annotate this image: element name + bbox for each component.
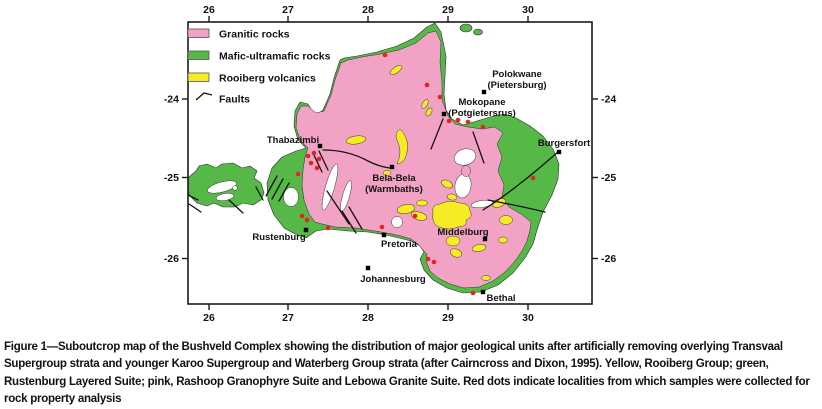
lon-tick-label: 26 [203,312,215,324]
city-label-polokwane: Polokwane [492,69,542,80]
lat-tick-label: -25 [601,172,616,184]
city-label-mokopane: Mokopane [459,97,506,108]
lon-tick-label: 29 [442,4,454,16]
city-markers [303,89,562,295]
axis-ticks [182,16,598,310]
lon-tick-label: 27 [282,312,294,324]
lat-tick-label: -26 [164,253,179,265]
city-label-middelburg: Middelburg [437,227,488,238]
legend-label: Mafic-ultramafic rocks [219,51,331,63]
granitic-unit [295,30,532,289]
sample-localities [295,52,536,296]
city-label-burgersfort: Burgersfort [538,138,591,149]
lat-tick-label: -24 [164,94,179,106]
window-core [461,165,471,177]
rooiberg-swatch [187,72,210,82]
map-frame [187,21,593,305]
caption-line: rock property analysis [4,393,122,406]
city-label-thabazimbi: Thabazimbi [267,135,319,146]
lat-tick-label: -24 [601,94,616,106]
city-label-rustenburg: Rustenburg [252,232,306,243]
legend-item-faults: Faults [195,92,250,106]
lon-tick-label: 29 [442,312,454,324]
lon-tick-label: 28 [362,4,374,16]
legend-label: Faults [219,94,250,106]
legend-item-granitic: Granitic rocks [187,28,290,41]
city-label-bela-bela-alt: (Warmbaths) [365,184,423,195]
axis-labels: 26 27 28 29 30 26 27 28 29 30 -24 -25 -2… [164,4,617,324]
granitic-swatch [187,28,210,38]
legend-item-rooiberg: Rooiberg volcanics [187,72,316,85]
city-label-johannesburg: Johannesburg [360,274,426,285]
lon-tick-label: 30 [522,4,534,16]
lon-tick-label: 27 [282,4,294,16]
rooiberg-patches [345,65,513,281]
lat-tick-label: -25 [164,172,179,184]
lon-tick-label: 30 [522,312,534,324]
city-labels: Thabazimbi Polokwane (Pietersburg) Mokop… [252,69,591,304]
caption-line: Figure 1—Suboutcrop map of the Bushveld … [4,341,783,353]
caption-line: Supergroup strata and younger Karoo Supe… [4,358,769,371]
figure-caption: Figure 1—Suboutcrop map of the Bushveld … [4,339,818,409]
caption-line: Rustenburg Layered Suite; pink, Rashoop … [4,375,810,388]
city-label-mokopane-alt: (Potgietersrus) [448,108,516,119]
fault-symbol [195,92,213,101]
lat-tick-label: -26 [601,253,616,265]
city-label-pretoria: Pretoria [381,239,418,250]
lon-tick-label: 26 [203,4,215,16]
geology-layers [188,22,560,296]
legend-label: Granitic rocks [219,29,290,41]
cover-window-circle [391,216,403,228]
city-label-polokwane-alt: (Pietersburg) [487,80,546,91]
bushveld-suboutcrop-map: 26 27 28 29 30 26 27 28 29 30 -24 -25 -2… [164,4,617,324]
legend-item-mafic: Mafic-ultramafic rocks [187,50,331,63]
cover-windows [207,148,494,212]
legend-label: Rooiberg volcanics [219,73,316,85]
mafic-swatch [187,50,210,60]
city-label-bela-bela: Bela-Bela [372,173,416,184]
lon-tick-label: 28 [362,312,374,324]
city-label-bethal: Bethal [486,293,515,304]
legend: Granitic rocks Mafic-ultramafic rocks Ro… [187,28,331,106]
fault-lines [188,118,560,234]
